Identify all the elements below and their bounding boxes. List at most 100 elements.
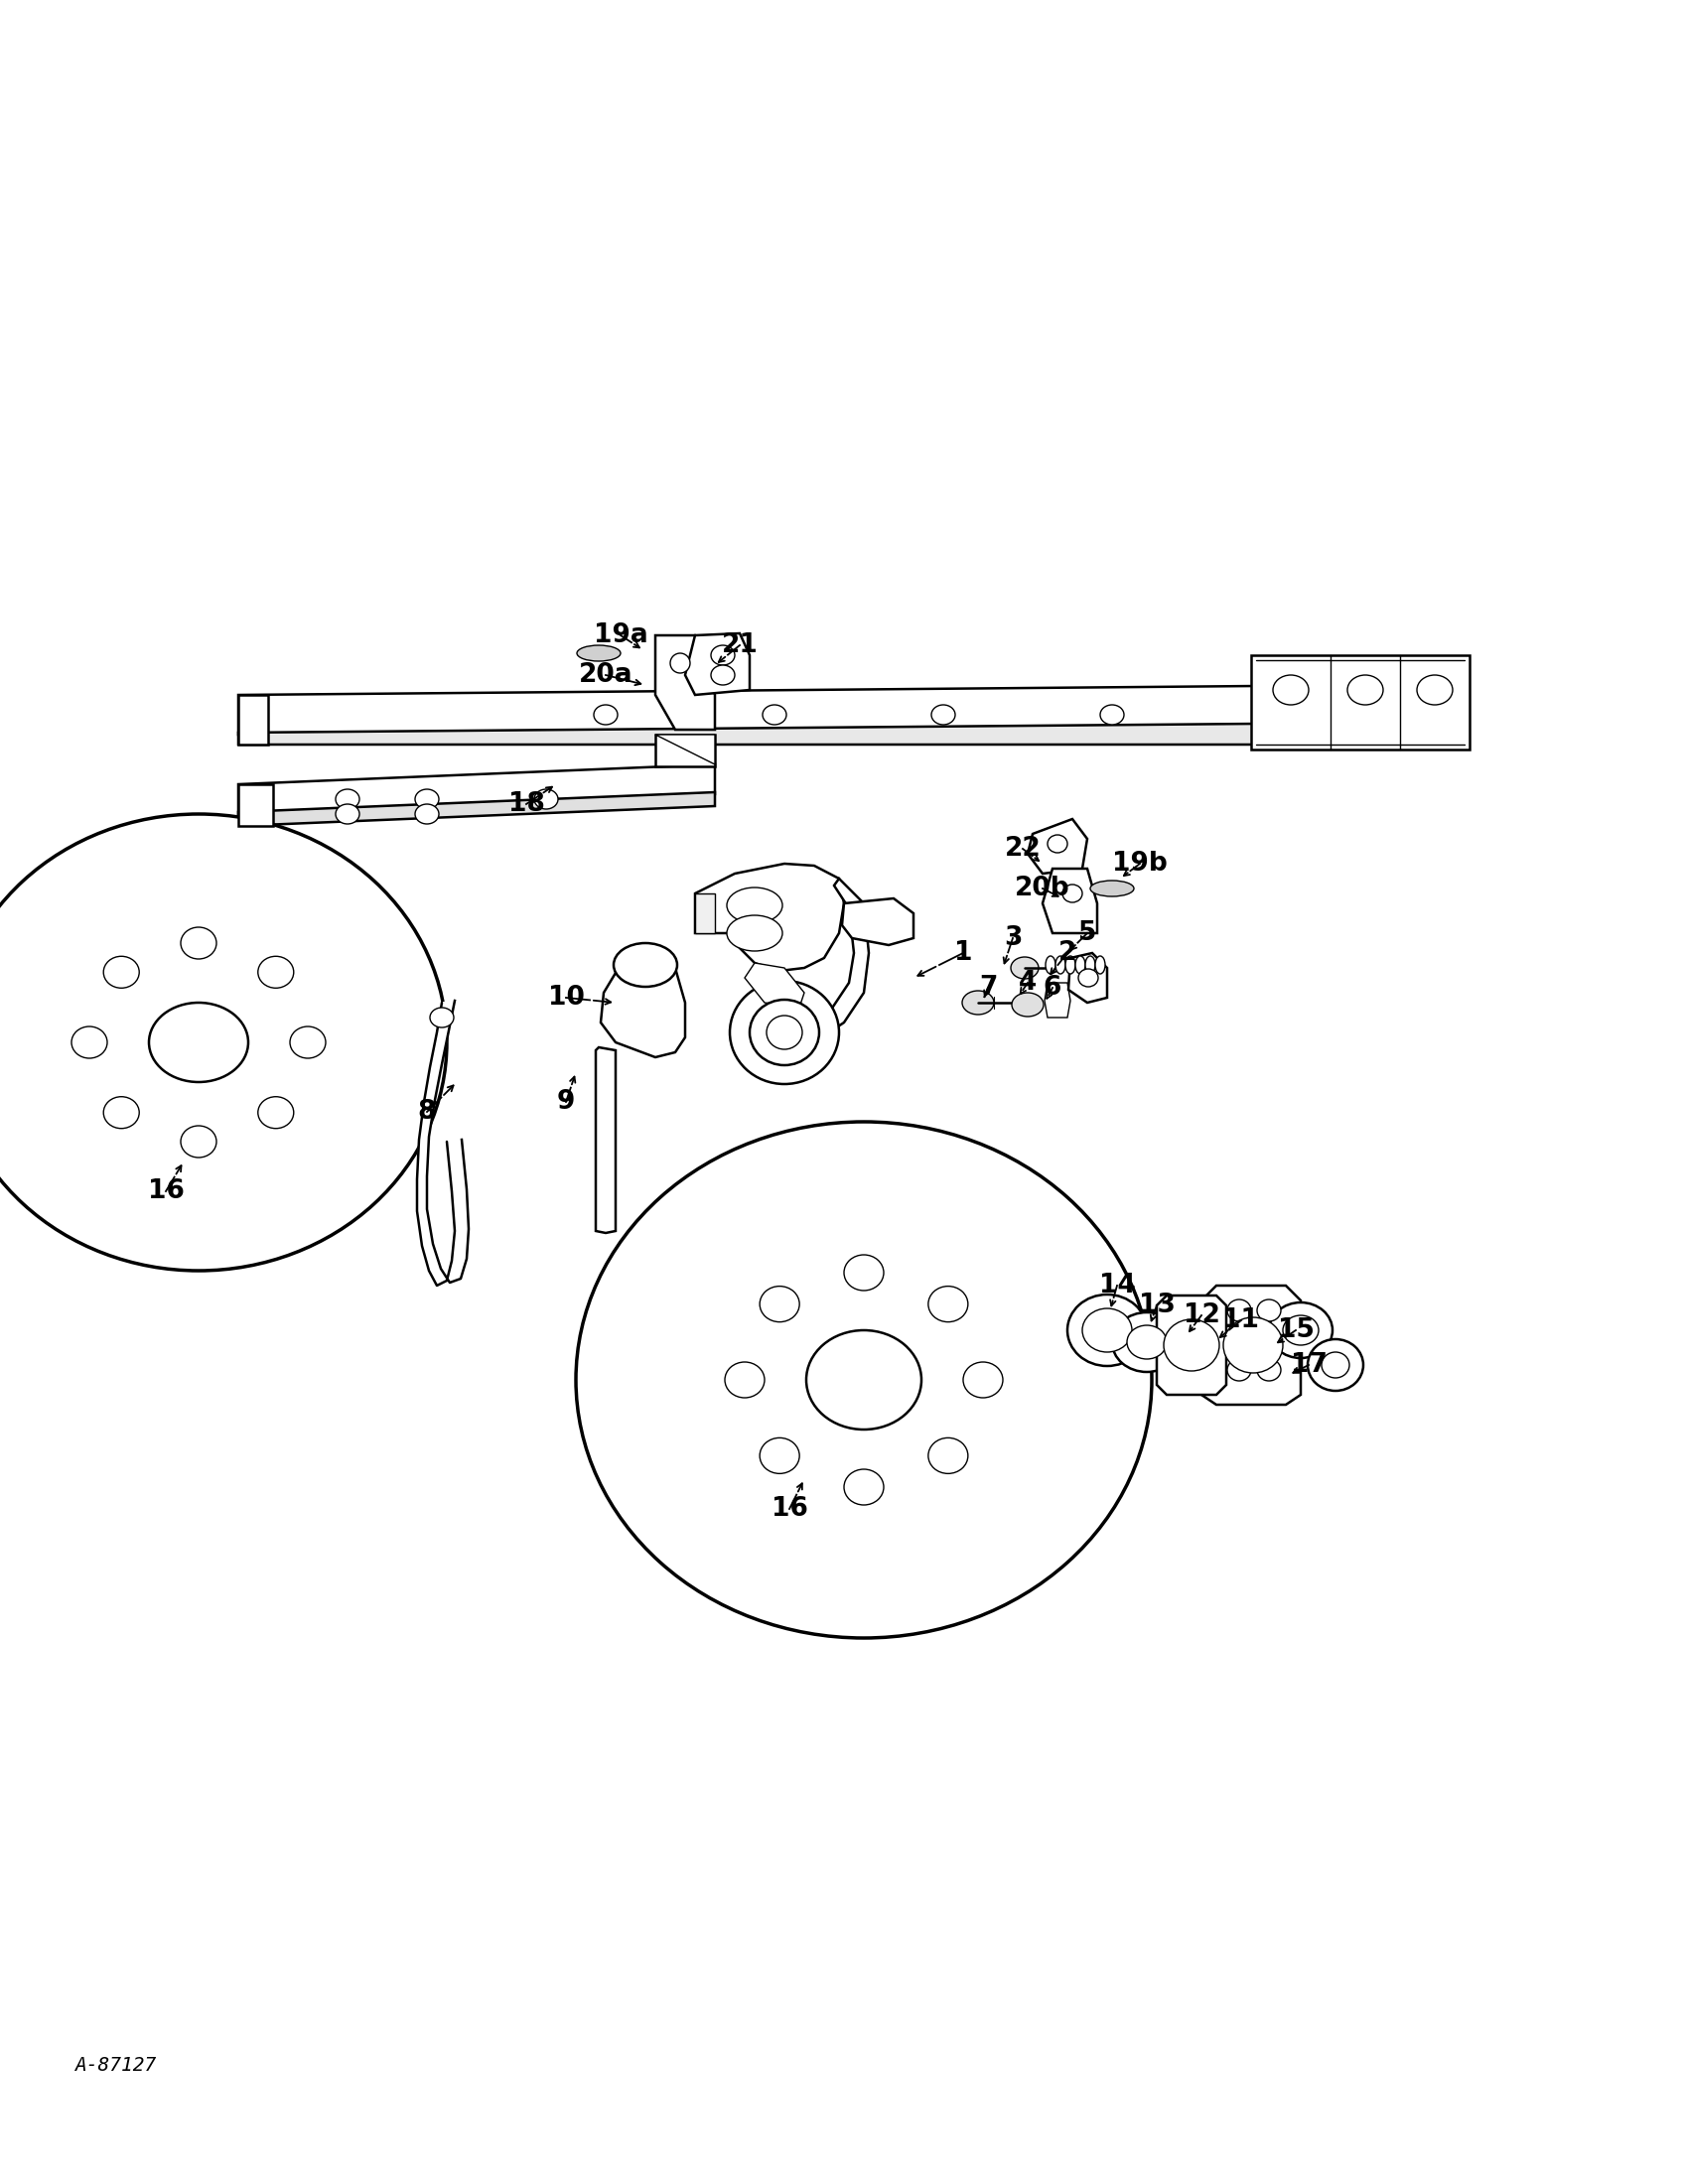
Ellipse shape <box>1084 957 1095 974</box>
Ellipse shape <box>0 815 446 1271</box>
Ellipse shape <box>258 1096 293 1129</box>
Ellipse shape <box>1100 705 1123 725</box>
Ellipse shape <box>414 804 440 823</box>
Text: 19a: 19a <box>593 622 648 649</box>
Ellipse shape <box>1078 970 1098 987</box>
Ellipse shape <box>711 644 734 666</box>
Text: 12: 12 <box>1184 1302 1219 1328</box>
Polygon shape <box>239 686 1371 734</box>
Ellipse shape <box>759 1437 800 1474</box>
Text: 13: 13 <box>1138 1293 1175 1319</box>
Ellipse shape <box>766 1016 802 1048</box>
Text: 9: 9 <box>557 1090 576 1114</box>
Text: 6: 6 <box>1044 974 1061 1000</box>
Ellipse shape <box>335 804 359 823</box>
Text: 16: 16 <box>148 1179 184 1203</box>
Ellipse shape <box>1256 1358 1282 1380</box>
Text: 11: 11 <box>1223 1308 1260 1332</box>
Ellipse shape <box>1283 1315 1319 1345</box>
Polygon shape <box>805 878 869 1042</box>
Text: 17: 17 <box>1290 1352 1327 1378</box>
Polygon shape <box>655 636 716 729</box>
Ellipse shape <box>928 1437 968 1474</box>
Polygon shape <box>1044 983 1071 1018</box>
Ellipse shape <box>1046 957 1056 974</box>
Ellipse shape <box>1127 1326 1167 1358</box>
Text: 1: 1 <box>953 939 972 965</box>
Text: 14: 14 <box>1098 1273 1135 1299</box>
Text: 8: 8 <box>418 1099 436 1125</box>
Ellipse shape <box>931 705 955 725</box>
Text: 4: 4 <box>1019 970 1037 996</box>
Ellipse shape <box>1083 1308 1132 1352</box>
Polygon shape <box>1068 952 1106 1002</box>
Ellipse shape <box>1347 675 1383 705</box>
Ellipse shape <box>1228 1299 1251 1321</box>
Ellipse shape <box>594 705 618 725</box>
Ellipse shape <box>670 653 690 673</box>
Ellipse shape <box>1010 957 1039 978</box>
Ellipse shape <box>1270 1302 1332 1358</box>
Text: 2: 2 <box>1058 939 1076 965</box>
Text: 20b: 20b <box>1015 876 1071 902</box>
Polygon shape <box>1042 869 1098 933</box>
Polygon shape <box>596 1048 616 1234</box>
Polygon shape <box>655 734 716 764</box>
Ellipse shape <box>613 943 677 987</box>
Ellipse shape <box>534 788 557 808</box>
Ellipse shape <box>1066 957 1076 974</box>
Ellipse shape <box>290 1026 325 1059</box>
Text: 20a: 20a <box>579 662 633 688</box>
Ellipse shape <box>727 887 783 924</box>
Polygon shape <box>695 863 844 972</box>
Ellipse shape <box>103 957 140 987</box>
Ellipse shape <box>844 1470 884 1505</box>
Text: 7: 7 <box>978 974 997 1000</box>
Polygon shape <box>418 1000 468 1286</box>
Text: 5: 5 <box>1078 919 1096 946</box>
Ellipse shape <box>928 1286 968 1321</box>
Ellipse shape <box>844 1256 884 1291</box>
Ellipse shape <box>1056 957 1066 974</box>
Ellipse shape <box>1047 834 1068 852</box>
Ellipse shape <box>1308 1339 1364 1391</box>
Text: 18: 18 <box>509 791 544 817</box>
Ellipse shape <box>1012 994 1044 1016</box>
Text: 10: 10 <box>547 985 584 1011</box>
Ellipse shape <box>1090 880 1133 895</box>
Ellipse shape <box>1111 1313 1182 1372</box>
Ellipse shape <box>749 1000 818 1066</box>
Ellipse shape <box>1256 1299 1282 1321</box>
Ellipse shape <box>1416 675 1453 705</box>
Ellipse shape <box>148 1002 248 1081</box>
Text: 16: 16 <box>771 1496 808 1522</box>
Text: 15: 15 <box>1278 1317 1314 1343</box>
Ellipse shape <box>724 1363 765 1398</box>
Ellipse shape <box>1228 1358 1251 1380</box>
Text: A-87127: A-87127 <box>74 2055 157 2075</box>
Polygon shape <box>695 893 716 933</box>
Polygon shape <box>239 723 1371 745</box>
Polygon shape <box>239 764 716 815</box>
Ellipse shape <box>711 666 734 686</box>
Polygon shape <box>685 633 749 695</box>
Ellipse shape <box>763 705 786 725</box>
Ellipse shape <box>962 992 994 1016</box>
Ellipse shape <box>71 1026 108 1059</box>
Text: 22: 22 <box>1004 836 1041 863</box>
Text: 19b: 19b <box>1111 852 1167 876</box>
Ellipse shape <box>180 928 217 959</box>
Ellipse shape <box>180 1125 217 1158</box>
Ellipse shape <box>807 1330 921 1431</box>
Text: 3: 3 <box>1004 926 1022 950</box>
Ellipse shape <box>1223 1317 1283 1374</box>
Ellipse shape <box>1273 675 1308 705</box>
Ellipse shape <box>1068 1295 1147 1365</box>
Ellipse shape <box>414 788 440 808</box>
Ellipse shape <box>103 1096 140 1129</box>
Polygon shape <box>239 784 273 826</box>
Ellipse shape <box>727 915 783 950</box>
Polygon shape <box>1157 1295 1226 1396</box>
Polygon shape <box>842 898 913 946</box>
Ellipse shape <box>1076 957 1084 974</box>
